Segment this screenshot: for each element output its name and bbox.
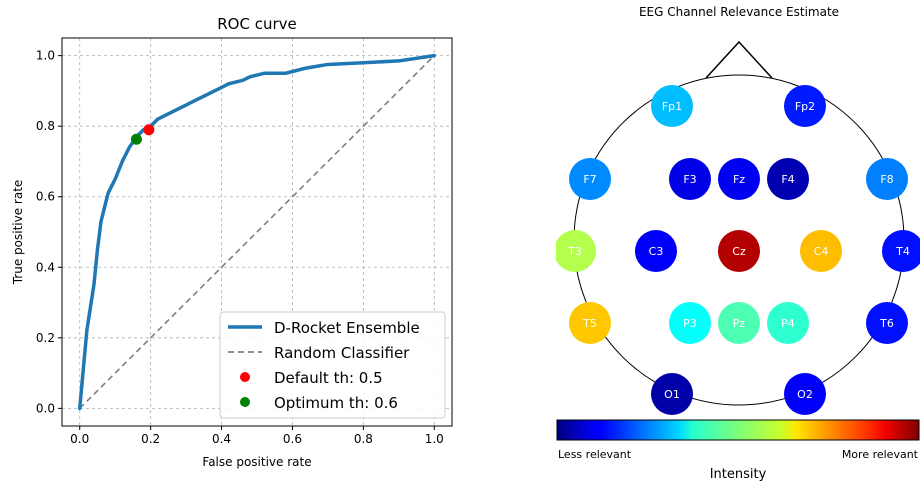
channel-label-cz: Cz (732, 245, 746, 258)
colorbar-label: Intensity (710, 467, 767, 482)
y-tick-label: 1.0 (36, 49, 55, 63)
channel-marker-o2 (784, 373, 826, 415)
series-line-d-rocket-ensemble (77, 53, 437, 411)
channel-label-f3: F3 (683, 173, 696, 186)
channel-label-f8: F8 (880, 173, 893, 186)
channel-marker-f3 (669, 158, 711, 200)
plot-lines (77, 53, 437, 411)
channel-label-fz: Fz (733, 173, 745, 186)
channel-label-p3: P3 (683, 317, 697, 330)
channel-marker-cz (718, 230, 760, 272)
channel-label-t5: T5 (582, 317, 597, 330)
y-tick-label: 0.2 (36, 331, 55, 345)
y-axis-label: True positive rate (11, 180, 25, 286)
y-ticks: 0.0 0.2 0.4 0.6 0.8 1.0 (36, 49, 62, 415)
y-tick-label: 0.4 (36, 260, 55, 274)
topomap-title: EEG Channel Relevance Estimate (639, 5, 839, 19)
channel-marker-c3 (635, 230, 677, 272)
x-axis-label: False positive rate (202, 455, 311, 469)
channel-marker-t4 (882, 230, 920, 272)
x-tick-label: 0.6 (283, 432, 302, 446)
y-tick-label: 0.6 (36, 190, 55, 204)
colorbar (556, 419, 920, 441)
channel-label-fp2: Fp2 (795, 100, 815, 113)
x-tick-label: 0.0 (70, 432, 89, 446)
channel-marker-f8 (866, 158, 908, 200)
channel-marker-t3 (556, 230, 596, 272)
roc-chart: ROC curve 0.0 0.2 0.4 0.6 0.8 1.0 0.00.20.40.… (11, 15, 453, 469)
channel-label-o1: O1 (664, 388, 680, 401)
legend-label-random: Random Classifier (274, 344, 410, 362)
channel-label-c3: C3 (649, 245, 664, 258)
point-default-threshold (143, 124, 155, 136)
point-optimum-threshold (130, 133, 142, 145)
channel-marker-c4 (800, 230, 842, 272)
channel-label-t3: T3 (567, 245, 582, 258)
x-tick-label: 0.4 (212, 432, 231, 446)
legend-marker-optimum (240, 397, 250, 407)
channel-marker-t5 (569, 302, 611, 344)
channel-marker-fp1 (651, 85, 693, 127)
channel-label-t4: T4 (895, 245, 910, 258)
channel-marker-p3 (669, 302, 711, 344)
nose-outline (705, 40, 773, 79)
channel-label-o2: O2 (797, 388, 813, 401)
y-tick-label: 0.8 (36, 119, 55, 133)
x-tick-label: 1.0 (425, 432, 444, 446)
chart-title: ROC curve (217, 15, 297, 33)
legend: D-Rocket Ensemble Random Classifier Defa… (219, 311, 446, 419)
channel-label-c4: C4 (814, 245, 829, 258)
series-line-random-classifier (79, 55, 435, 409)
colorbar-max-label: More relevant (842, 448, 919, 461)
channel-label-pz: Pz (733, 317, 746, 330)
x-tick-label: 0.2 (141, 432, 160, 446)
plot-frame (61, 37, 453, 427)
legend-label-default: Default th: 0.5 (274, 369, 383, 387)
x-ticks: 0.0 0.2 0.4 0.6 0.8 1.0 (70, 426, 444, 446)
channel-marker-o1 (651, 373, 693, 415)
channel-marker-pz (718, 302, 760, 344)
channel-markers: Fp1 Fp2 F7 F3 Fz F4 F8 T3 C3 Cz C4 T4 T5 P3 Pz P4 T6 O1 O2 (556, 85, 920, 415)
y-tick-label: 0.0 (36, 401, 55, 415)
channel-label-t6: T6 (879, 317, 894, 330)
colorbar-min-label: Less relevant (558, 448, 632, 461)
legend-label-ensemble: D-Rocket Ensemble (274, 319, 420, 337)
channel-marker-p4 (767, 302, 809, 344)
channel-label-f4: F4 (781, 173, 794, 186)
threshold-points (130, 124, 155, 145)
channel-label-fp1: Fp1 (662, 100, 682, 113)
legend-box (219, 311, 446, 419)
x-tick-label: 0.8 (354, 432, 373, 446)
channel-marker-fp2 (784, 85, 826, 127)
channel-marker-f4 (767, 158, 809, 200)
channel-marker-f7 (569, 158, 611, 200)
channel-marker-fz (718, 158, 760, 200)
channel-marker-t6 (866, 302, 908, 344)
channel-label-p4: P4 (781, 317, 795, 330)
channel-label-f7: F7 (583, 173, 596, 186)
legend-label-optimum: Optimum th: 0.6 (274, 394, 398, 412)
legend-marker-default (240, 372, 250, 382)
